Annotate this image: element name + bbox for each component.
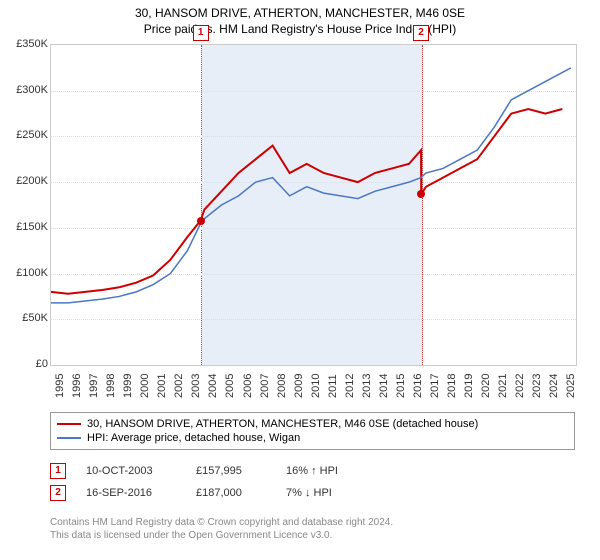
x-tick-label: 2021 [497,374,509,398]
x-tick-label: 2015 [395,374,407,398]
x-tick-label: 1998 [105,374,117,398]
x-tick-label: 2023 [531,374,543,398]
x-tick-label: 2002 [173,374,185,398]
x-tick-label: 1996 [71,374,83,398]
chart-title: 30, HANSOM DRIVE, ATHERTON, MANCHESTER, … [0,0,600,20]
x-tick-label: 1995 [54,374,66,398]
y-tick-label: £150K [16,221,48,233]
legend-swatch [57,423,81,425]
attribution-footer: Contains HM Land Registry data © Crown c… [50,516,393,542]
x-tick-label: 2013 [361,374,373,398]
x-tick-label: 2006 [242,374,254,398]
x-tick-label: 2000 [139,374,151,398]
x-tick-label: 2011 [327,374,339,398]
footer-line: This data is licensed under the Open Gov… [50,529,393,542]
legend-box: 30, HANSOM DRIVE, ATHERTON, MANCHESTER, … [50,412,575,450]
x-tick-label: 2017 [429,374,441,398]
x-tick-label: 2003 [190,374,202,398]
y-tick-label: £50K [22,312,48,324]
y-tick-label: £350K [16,38,48,50]
x-tick-label: 2009 [293,374,305,398]
transaction-date: 10-OCT-2003 [86,465,176,477]
x-tick-label: 2019 [463,374,475,398]
chart-marker-box: 2 [413,25,429,41]
legend-item-property: 30, HANSOM DRIVE, ATHERTON, MANCHESTER, … [57,417,568,431]
transaction-hpi-delta: 7% ↓ HPI [286,487,386,499]
x-tick-label: 2016 [412,374,424,398]
chart-marker-dot [417,190,425,198]
legend-label: 30, HANSOM DRIVE, ATHERTON, MANCHESTER, … [87,418,478,430]
transaction-date: 16-SEP-2016 [86,487,176,499]
transaction-price: £157,995 [196,465,266,477]
transactions-list: 1 10-OCT-2003 £157,995 16% ↑ HPI 2 16-SE… [50,460,386,504]
line-series [51,45,576,365]
x-tick-label: 2025 [565,374,577,398]
transaction-row: 1 10-OCT-2003 £157,995 16% ↑ HPI [50,460,386,482]
transaction-price: £187,000 [196,487,266,499]
chart-subtitle: Price paid vs. HM Land Registry's House … [0,20,600,36]
transaction-row: 2 16-SEP-2016 £187,000 7% ↓ HPI [50,482,386,504]
series-property [51,109,562,294]
transaction-marker-icon: 1 [50,463,66,479]
plot-area: 12 [50,44,577,366]
x-tick-label: 2022 [514,374,526,398]
x-tick-label: 1997 [88,374,100,398]
x-tick-label: 2008 [276,374,288,398]
y-tick-label: £100K [16,267,48,279]
footer-line: Contains HM Land Registry data © Crown c… [50,516,393,529]
y-tick-label: £200K [16,175,48,187]
x-tick-label: 2012 [344,374,356,398]
chart-marker-dot [197,217,205,225]
x-tick-label: 2001 [156,374,168,398]
transaction-hpi-delta: 16% ↑ HPI [286,465,386,477]
transaction-marker-icon: 2 [50,485,66,501]
y-tick-label: £250K [16,129,48,141]
series-hpi [51,68,571,303]
x-tick-label: 2024 [548,374,560,398]
x-tick-label: 2004 [207,374,219,398]
x-tick-label: 2020 [480,374,492,398]
chart-container: 30, HANSOM DRIVE, ATHERTON, MANCHESTER, … [0,0,600,560]
chart-marker-box: 1 [193,25,209,41]
y-tick-label: £300K [16,84,48,96]
legend-item-hpi: HPI: Average price, detached house, Wiga… [57,431,568,445]
x-tick-label: 1999 [122,374,134,398]
x-tick-label: 2005 [224,374,236,398]
x-tick-label: 2018 [446,374,458,398]
x-tick-label: 2014 [378,374,390,398]
y-tick-label: £0 [36,358,48,370]
legend-swatch [57,437,81,439]
legend-label: HPI: Average price, detached house, Wiga… [87,432,300,444]
x-tick-label: 2010 [310,374,322,398]
x-tick-label: 2007 [259,374,271,398]
